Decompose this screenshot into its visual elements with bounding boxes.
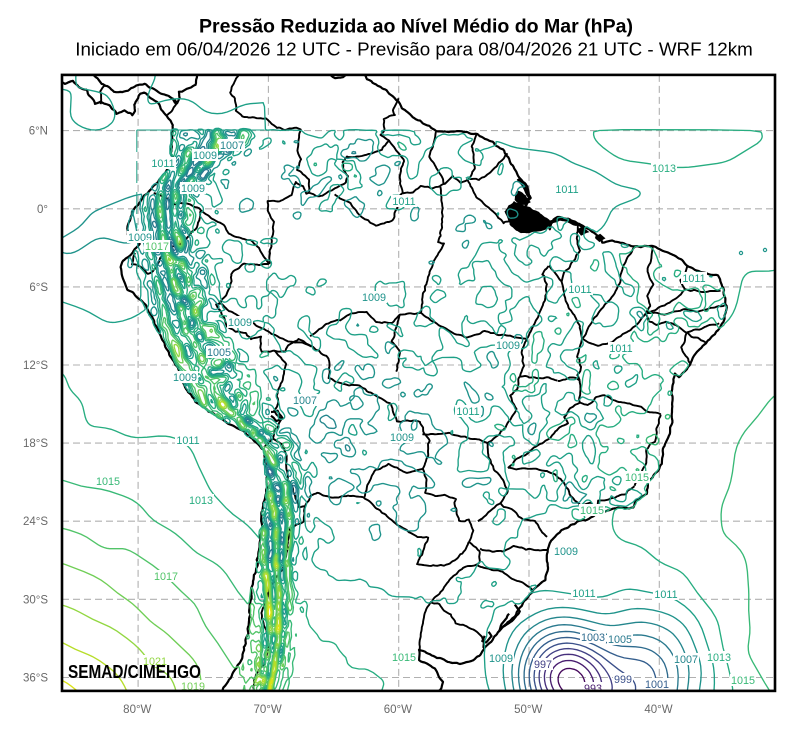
svg-text:12°S: 12°S bbox=[23, 360, 48, 372]
svg-text:1011: 1011 bbox=[151, 158, 174, 170]
svg-text:1011: 1011 bbox=[654, 589, 677, 601]
svg-text:1011: 1011 bbox=[176, 435, 199, 447]
svg-text:1013: 1013 bbox=[707, 652, 731, 664]
svg-text:36°S: 36°S bbox=[23, 673, 48, 685]
svg-text:1011: 1011 bbox=[568, 284, 591, 296]
svg-text:1019: 1019 bbox=[181, 681, 205, 693]
svg-text:SEMAD/CIMEHGO: SEMAD/CIMEHGO bbox=[68, 662, 201, 682]
svg-text:70°W: 70°W bbox=[253, 704, 281, 716]
svg-text:50°W: 50°W bbox=[514, 704, 542, 716]
svg-text:1005: 1005 bbox=[608, 634, 632, 646]
svg-text:30°S: 30°S bbox=[23, 594, 48, 606]
svg-text:1009: 1009 bbox=[489, 653, 513, 665]
svg-text:1009: 1009 bbox=[362, 292, 386, 304]
svg-text:1011: 1011 bbox=[682, 273, 705, 285]
svg-text:1013: 1013 bbox=[189, 495, 213, 507]
svg-text:40°W: 40°W bbox=[644, 704, 672, 716]
svg-text:24°S: 24°S bbox=[23, 516, 48, 528]
svg-text:1011: 1011 bbox=[555, 184, 578, 196]
svg-text:1009: 1009 bbox=[554, 546, 578, 558]
svg-text:1011: 1011 bbox=[456, 406, 479, 418]
svg-text:6°S: 6°S bbox=[29, 282, 48, 294]
svg-text:1001: 1001 bbox=[645, 679, 669, 691]
svg-text:Iniciado em 06/04/2026 12 UTC: Iniciado em 06/04/2026 12 UTC - Previsão… bbox=[75, 39, 753, 60]
svg-text:1015: 1015 bbox=[392, 652, 416, 664]
svg-text:1009: 1009 bbox=[173, 372, 197, 384]
svg-text:0°: 0° bbox=[37, 204, 48, 216]
svg-text:1017: 1017 bbox=[145, 241, 169, 253]
svg-text:Pressão Reduzida ao Nível Médi: Pressão Reduzida ao Nível Médio do Mar (… bbox=[199, 17, 633, 38]
svg-text:1009: 1009 bbox=[228, 317, 252, 329]
svg-text:1007: 1007 bbox=[220, 140, 244, 152]
svg-text:1009: 1009 bbox=[390, 432, 414, 444]
svg-text:1015: 1015 bbox=[96, 476, 120, 488]
svg-text:1011: 1011 bbox=[392, 196, 415, 208]
svg-text:1015: 1015 bbox=[625, 472, 649, 484]
svg-text:1011: 1011 bbox=[609, 343, 632, 355]
svg-text:999: 999 bbox=[614, 674, 632, 686]
svg-text:1009: 1009 bbox=[496, 340, 520, 352]
svg-text:1003: 1003 bbox=[581, 632, 605, 644]
svg-text:1009: 1009 bbox=[193, 150, 217, 162]
svg-text:1015: 1015 bbox=[580, 505, 604, 517]
svg-text:18°S: 18°S bbox=[23, 438, 48, 450]
svg-text:1007: 1007 bbox=[293, 395, 317, 407]
svg-text:1013: 1013 bbox=[652, 163, 676, 175]
svg-text:60°W: 60°W bbox=[384, 704, 412, 716]
svg-text:1009: 1009 bbox=[181, 183, 205, 195]
svg-text:997: 997 bbox=[534, 659, 552, 671]
svg-text:1005: 1005 bbox=[207, 347, 231, 359]
svg-text:993: 993 bbox=[584, 683, 602, 695]
svg-text:1007: 1007 bbox=[674, 654, 698, 666]
svg-text:1017: 1017 bbox=[154, 571, 178, 583]
svg-text:80°W: 80°W bbox=[123, 704, 151, 716]
svg-text:1021: 1021 bbox=[143, 656, 167, 668]
svg-text:1011: 1011 bbox=[572, 588, 595, 600]
svg-text:1015: 1015 bbox=[731, 675, 755, 687]
svg-text:6°N: 6°N bbox=[29, 126, 48, 138]
